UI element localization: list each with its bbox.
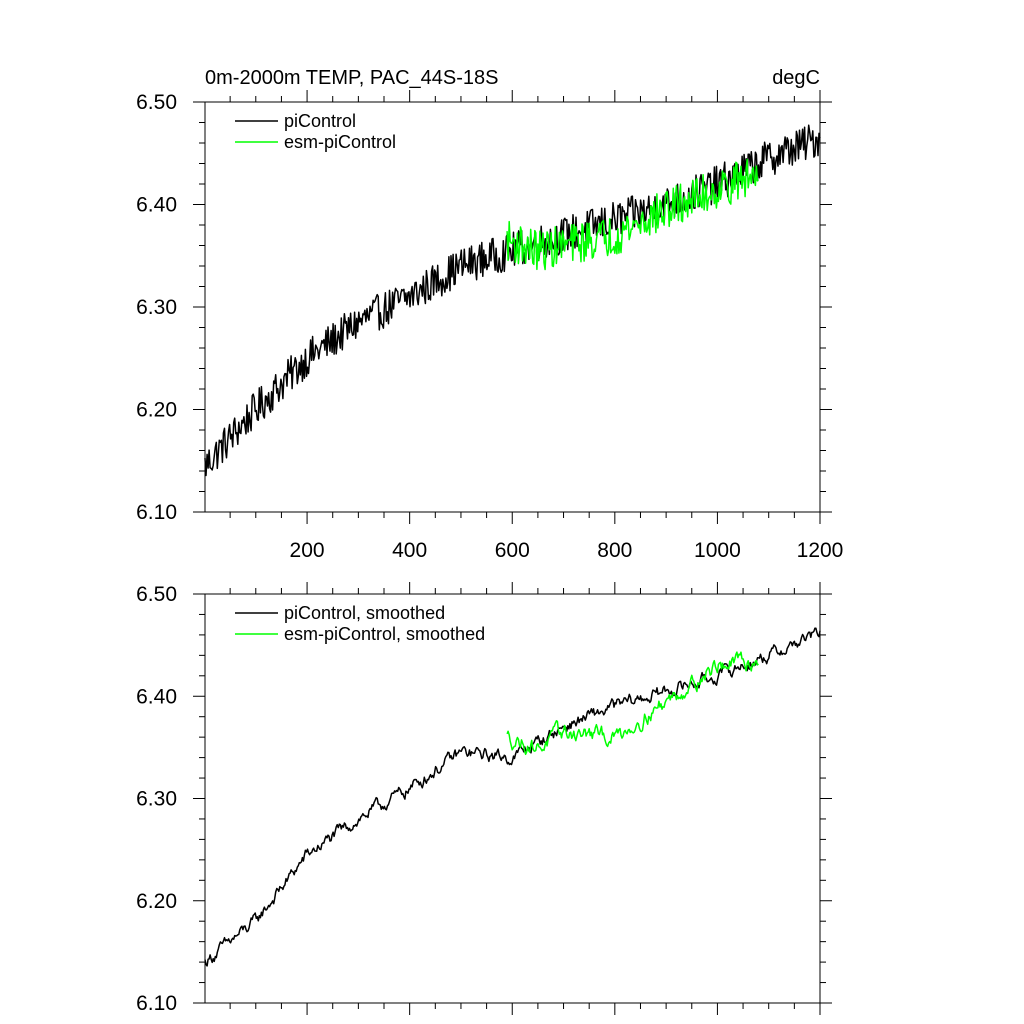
chart-panel-1: 6.10 6.20 6.30 6.40 6.50 200 400 600 800 1000 1200… xyxy=(136,67,843,562)
y-tick-label: 6.50 xyxy=(136,91,177,114)
y-tick-label: 6.20 xyxy=(136,399,177,422)
y-tick-label: 6.40 xyxy=(136,685,177,708)
y-tick-label: 6.30 xyxy=(136,788,177,811)
y-tick-label: 6.30 xyxy=(136,296,177,319)
series-line-esm-picontrol-smoothed xyxy=(506,651,759,756)
x-tick-label: 1200 xyxy=(797,539,844,562)
series-line-picontrol xyxy=(204,124,821,477)
y-tick-label: 6.40 xyxy=(136,194,177,217)
y-tick-label: 6.10 xyxy=(136,501,177,524)
chart-title: 0m-2000m TEMP, PAC_44S-18S xyxy=(205,67,498,89)
legend-label: piControl, smoothed xyxy=(284,603,445,623)
chart-panel-2: 6.10 6.20 6.30 6.40 6.50 piControl, smoothede… xyxy=(136,582,832,1015)
plot-frame xyxy=(204,593,821,1004)
y-tick-label: 6.20 xyxy=(136,890,177,913)
series-line-esm-picontrol xyxy=(506,158,759,271)
x-tick-label: 200 xyxy=(290,539,325,562)
legend-label: esm-piControl, smoothed xyxy=(284,624,485,644)
x-tick-label: 800 xyxy=(597,539,632,562)
plot-frame xyxy=(204,101,821,513)
legend-label: esm-piControl xyxy=(284,132,396,152)
y-tick-label: 6.50 xyxy=(136,583,177,606)
y-tick-label: 6.10 xyxy=(136,992,177,1015)
x-tick-label: 400 xyxy=(392,539,427,562)
series-line-picontrol-smoothed xyxy=(204,627,821,967)
legend-label: piControl xyxy=(284,111,356,131)
x-tick-label: 1000 xyxy=(694,539,741,562)
units-label: degC xyxy=(772,67,820,89)
x-tick-label: 600 xyxy=(495,539,530,562)
